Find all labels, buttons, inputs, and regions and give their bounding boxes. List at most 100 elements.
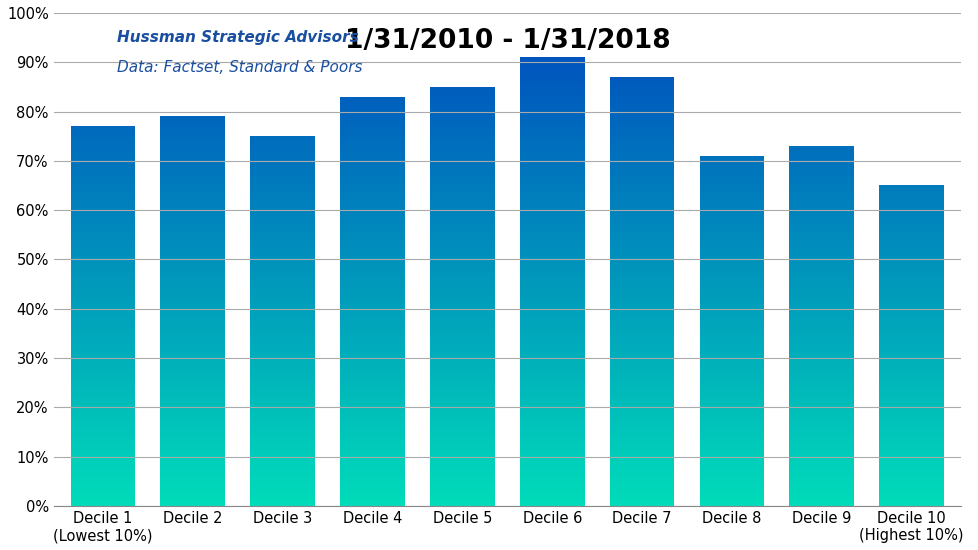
Bar <box>429 318 494 320</box>
Bar <box>699 414 764 415</box>
Bar <box>878 298 943 299</box>
Bar <box>70 249 135 250</box>
Bar <box>429 305 494 306</box>
Bar <box>250 340 315 341</box>
Bar <box>340 446 405 447</box>
Bar <box>70 406 135 407</box>
Bar <box>340 212 405 213</box>
Bar <box>250 489 315 490</box>
Bar <box>519 444 584 445</box>
Bar <box>429 431 494 432</box>
Bar <box>340 353 405 354</box>
Bar <box>340 211 405 212</box>
Bar <box>699 418 764 419</box>
Bar <box>160 410 225 411</box>
Bar <box>519 386 584 387</box>
Bar <box>70 250 135 251</box>
Bar <box>788 389 854 390</box>
Bar <box>699 196 764 197</box>
Bar <box>519 302 584 304</box>
Bar <box>699 365 764 366</box>
Bar <box>788 375 854 376</box>
Bar <box>160 405 225 406</box>
Bar <box>250 421 315 422</box>
Bar <box>429 274 494 275</box>
Bar <box>609 489 674 490</box>
Bar <box>519 400 584 402</box>
Bar <box>340 287 405 288</box>
Bar <box>70 300 135 301</box>
Bar <box>699 254 764 255</box>
Bar <box>519 199 584 200</box>
Bar <box>699 343 764 344</box>
Bar <box>429 348 494 349</box>
Bar <box>70 418 135 419</box>
Bar <box>160 236 225 238</box>
Bar <box>250 291 315 292</box>
Bar <box>519 422 584 423</box>
Bar <box>878 353 943 354</box>
Bar <box>250 321 315 322</box>
Bar <box>250 486 315 487</box>
Bar <box>70 295 135 296</box>
Bar <box>160 315 225 316</box>
Bar <box>609 431 674 432</box>
Bar <box>519 490 584 491</box>
Bar <box>609 383 674 384</box>
Bar <box>519 219 584 220</box>
Bar <box>878 497 943 498</box>
Bar <box>878 302 943 303</box>
Bar <box>70 477 135 478</box>
Bar <box>250 212 315 213</box>
Bar <box>878 312 943 314</box>
Bar <box>699 158 764 159</box>
Bar <box>788 202 854 203</box>
Bar <box>70 262 135 263</box>
Bar <box>609 389 674 390</box>
Bar <box>340 270 405 271</box>
Bar <box>699 214 764 215</box>
Bar <box>250 479 315 480</box>
Bar <box>340 277 405 278</box>
Bar <box>878 327 943 328</box>
Bar <box>788 474 854 475</box>
Bar <box>429 96 494 97</box>
Bar <box>429 197 494 198</box>
Bar <box>160 323 225 324</box>
Bar <box>250 139 315 140</box>
Bar <box>878 263 943 265</box>
Bar <box>429 166 494 167</box>
Bar <box>519 85 584 86</box>
Bar <box>340 475 405 476</box>
Bar <box>788 364 854 365</box>
Bar <box>878 397 943 398</box>
Bar <box>788 240 854 241</box>
Bar <box>878 205 943 206</box>
Bar <box>609 318 674 320</box>
Bar <box>160 386 225 387</box>
Bar <box>519 505 584 506</box>
Bar <box>160 182 225 183</box>
Bar <box>699 213 764 214</box>
Bar <box>609 416 674 417</box>
Bar <box>340 307 405 309</box>
Bar <box>429 452 494 453</box>
Bar <box>160 444 225 445</box>
Bar <box>878 271 943 272</box>
Bar <box>429 248 494 249</box>
Bar <box>250 350 315 351</box>
Bar <box>70 420 135 421</box>
Bar <box>340 341 405 342</box>
Bar <box>788 384 854 386</box>
Bar <box>609 425 674 426</box>
Bar <box>250 407 315 408</box>
Bar <box>699 458 764 459</box>
Bar <box>699 476 764 477</box>
Bar <box>519 148 584 149</box>
Bar <box>878 408 943 409</box>
Bar <box>70 129 135 130</box>
Bar <box>699 184 764 185</box>
Bar <box>70 433 135 434</box>
Bar <box>250 283 315 284</box>
Bar <box>250 155 315 156</box>
